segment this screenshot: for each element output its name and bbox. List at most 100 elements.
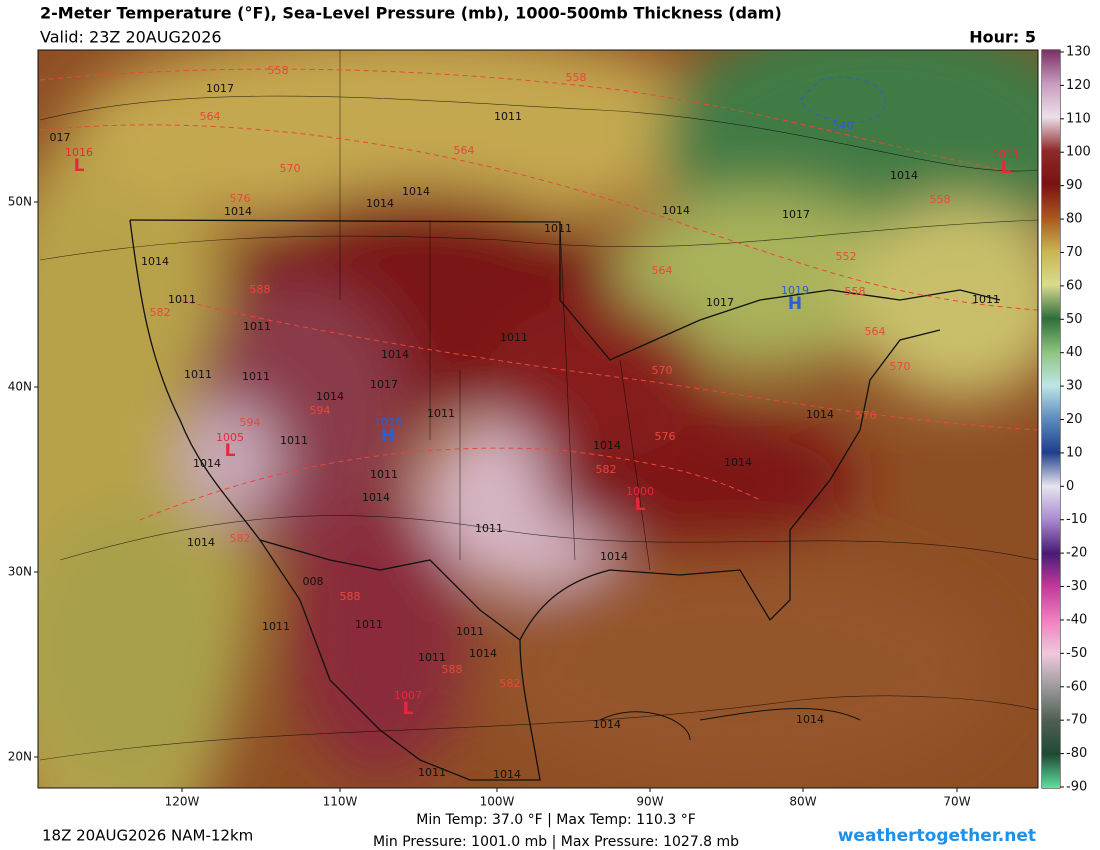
colorbar-label: 90 — [1066, 178, 1083, 193]
pressure-label: 1011 — [418, 766, 446, 779]
pressure-label: 1011 — [262, 620, 290, 633]
pressure-label: 1014 — [593, 718, 621, 731]
pressure-label: 1014 — [796, 713, 824, 726]
temp-range: Min Temp: 37.0 °F | Max Temp: 110.3 °F — [416, 812, 696, 828]
thickness-label: 564 — [652, 264, 673, 277]
colorbar — [1042, 50, 1060, 788]
pressure-label: 1014 — [402, 185, 430, 198]
pressure-label: 1014 — [806, 408, 834, 421]
pressure-label: 1011 — [972, 293, 1000, 306]
map — [38, 50, 1038, 788]
colorbar-label: -70 — [1066, 713, 1087, 728]
pressure-label: 1017 — [782, 208, 810, 221]
thickness-label: 570 — [280, 162, 301, 175]
thickness-label: 564 — [200, 110, 221, 123]
pressure-label: 1017 — [706, 296, 734, 309]
pressure-label: 1011 — [370, 468, 398, 481]
pressure-label: 1014 — [141, 255, 169, 268]
valid-time: Valid: 23Z 20AUG2026 — [40, 28, 222, 47]
pressure-label: 008 — [303, 575, 324, 588]
pressure-label: 1014 — [493, 768, 521, 781]
lat-label: 50N — [8, 195, 32, 209]
thickness-label: 582 — [596, 463, 617, 476]
pressure-label: 1014 — [362, 491, 390, 504]
colorbar-label: -10 — [1066, 512, 1087, 527]
colorbar-label: -50 — [1066, 646, 1087, 661]
pressure-label: 1014 — [662, 204, 690, 217]
pressure-label: 1014 — [187, 536, 215, 549]
colorbar-label: 60 — [1066, 278, 1083, 293]
colorbar-label: 70 — [1066, 245, 1083, 260]
pressure-label: 1011 — [544, 222, 572, 235]
pressure-label: 1011 — [280, 434, 308, 447]
colorbar-label: -20 — [1066, 546, 1087, 561]
pressure-label: 1011 — [242, 370, 270, 383]
low-marker: L — [74, 156, 85, 176]
lon-label: 90W — [636, 795, 663, 809]
colorbar-label: 50 — [1066, 312, 1083, 327]
lat-label: 40N — [8, 380, 32, 394]
pressure-label: 1011 — [494, 110, 522, 123]
site-name: weathertogether.net — [838, 826, 1036, 846]
colorbar-label: 40 — [1066, 345, 1083, 360]
low-marker: L — [1001, 158, 1012, 178]
thickness-label: 564 — [865, 325, 886, 338]
high-marker: H — [788, 294, 802, 314]
pressure-label: 1011 — [355, 618, 383, 631]
high-pressure-value: 1019 — [781, 284, 809, 297]
lat-label: 30N — [8, 565, 32, 579]
colorbar-label: -80 — [1066, 746, 1087, 761]
pressure-label: 1014 — [193, 457, 221, 470]
thickness-label: 558 — [845, 285, 866, 298]
low-pressure-value: 1000 — [626, 485, 654, 498]
thickness-label: 552 — [836, 250, 857, 263]
pressure-label: 1014 — [593, 439, 621, 452]
thickness-label: 558 — [566, 71, 587, 84]
pressure-range: Min Pressure: 1001.0 mb | Max Pressure: … — [373, 834, 739, 850]
colorbar-label: 0 — [1066, 479, 1074, 494]
low-pressure-value: 1011 — [992, 148, 1020, 161]
pressure-label: 1017 — [370, 378, 398, 391]
thickness-label: 570 — [890, 360, 911, 373]
pressure-label: 1017 — [206, 82, 234, 95]
thickness-label: 576 — [230, 192, 251, 205]
high-pressure-value: 1028 — [374, 416, 402, 429]
lat-label: 20N — [8, 750, 32, 764]
colorbar-label: -40 — [1066, 612, 1087, 627]
pressure-label: 1014 — [366, 197, 394, 210]
lon-label: 110W — [323, 795, 358, 809]
forecast-hour: Hour: 5 — [969, 28, 1036, 47]
pressure-label: 1011 — [475, 522, 503, 535]
thickness-label: 540 — [833, 119, 854, 132]
thickness-label: 594 — [240, 416, 261, 429]
pressure-label: 1014 — [469, 647, 497, 660]
model-run: 18Z 20AUG2026 NAM-12km — [42, 827, 253, 845]
lon-label: 100W — [480, 795, 515, 809]
pressure-label: 1011 — [168, 293, 196, 306]
pressure-label: 1011 — [418, 651, 446, 664]
colorbar-label: -90 — [1066, 780, 1087, 795]
pressure-label: 1011 — [456, 625, 484, 638]
low-marker: L — [635, 495, 646, 515]
colorbar-label: 100 — [1066, 145, 1091, 160]
title: 2-Meter Temperature (°F), Sea-Level Pres… — [40, 4, 782, 23]
colorbar-label: -60 — [1066, 679, 1087, 694]
thickness-label: 564 — [454, 144, 475, 157]
map-frame — [37, 49, 1039, 789]
low-marker: L — [225, 441, 236, 461]
colorbar-label: 110 — [1066, 111, 1091, 126]
pressure-label: 1011 — [184, 368, 212, 381]
lon-label: 120W — [165, 795, 200, 809]
low-marker: L — [403, 699, 414, 719]
lon-label: 80W — [789, 795, 816, 809]
colorbar-label: 80 — [1066, 212, 1083, 227]
pressure-label: 017 — [50, 131, 71, 144]
thickness-label: 582 — [500, 677, 521, 690]
pressure-label: 1011 — [500, 331, 528, 344]
colorbar-label: 10 — [1066, 445, 1083, 460]
pressure-label: 1014 — [316, 390, 344, 403]
thickness-label: 570 — [652, 364, 673, 377]
low-pressure-value: 1016 — [65, 146, 93, 159]
colorbar-label: 20 — [1066, 412, 1083, 427]
